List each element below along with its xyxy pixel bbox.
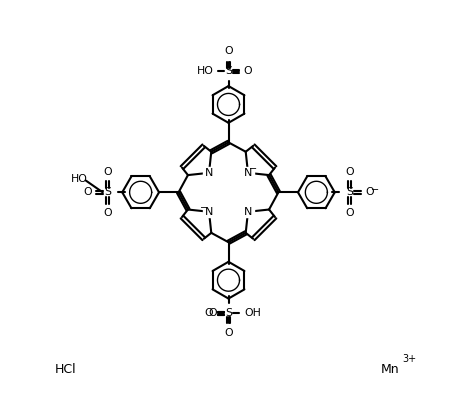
Bar — [242, 206, 254, 217]
Text: HCl: HCl — [54, 362, 76, 375]
Text: O: O — [83, 187, 92, 197]
Text: O: O — [345, 167, 354, 177]
Text: O: O — [204, 309, 213, 318]
Text: O: O — [103, 208, 112, 218]
Bar — [203, 206, 215, 217]
Text: S: S — [225, 309, 232, 318]
Text: O: O — [224, 46, 233, 56]
Text: O: O — [345, 208, 354, 218]
Text: −: − — [200, 203, 208, 213]
Text: −: − — [371, 185, 379, 195]
Text: O: O — [365, 187, 374, 197]
Text: −: − — [249, 164, 257, 174]
Text: N: N — [205, 168, 213, 178]
Text: O: O — [244, 66, 252, 76]
Text: N: N — [244, 207, 252, 217]
Text: HO: HO — [197, 66, 213, 76]
Text: O: O — [103, 167, 112, 177]
Text: 3+: 3+ — [403, 355, 417, 364]
Bar — [203, 167, 215, 178]
Text: S: S — [346, 187, 353, 197]
Text: O: O — [208, 309, 217, 318]
Text: O: O — [224, 328, 233, 338]
Text: HO: HO — [71, 174, 88, 184]
Bar — [242, 167, 254, 178]
Text: S: S — [225, 66, 232, 76]
Text: OH: OH — [244, 309, 261, 318]
Text: N: N — [205, 207, 213, 217]
Text: Mn: Mn — [381, 362, 400, 375]
Text: S: S — [104, 187, 111, 197]
Text: N: N — [244, 168, 252, 178]
